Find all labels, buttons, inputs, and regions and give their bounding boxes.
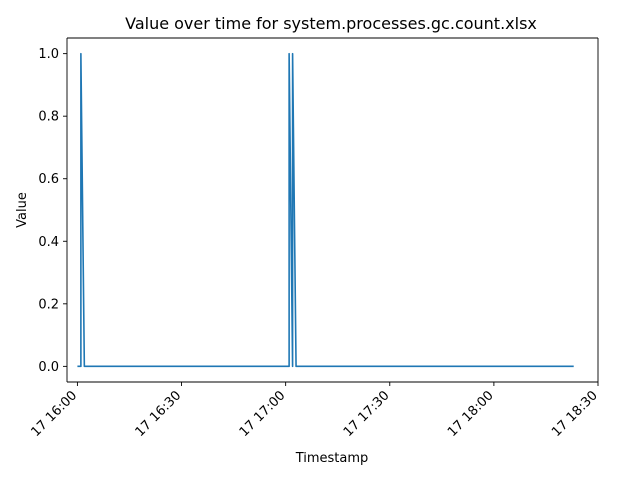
y-tick-label: 0.6 [38,172,59,187]
series-line [77,52,574,368]
y-tick-label: 1.0 [38,47,59,62]
y-tick-label: 0.2 [38,297,59,312]
y-tick-label: 0.4 [38,235,59,250]
x-axis-title: Timestamp [295,451,369,466]
chart-title: Value over time for system.processes.gc.… [125,14,537,33]
y-axis-title: Value [15,192,30,228]
y-tick-label: 0.0 [38,360,59,375]
y-tick-label: 0.8 [38,110,59,125]
